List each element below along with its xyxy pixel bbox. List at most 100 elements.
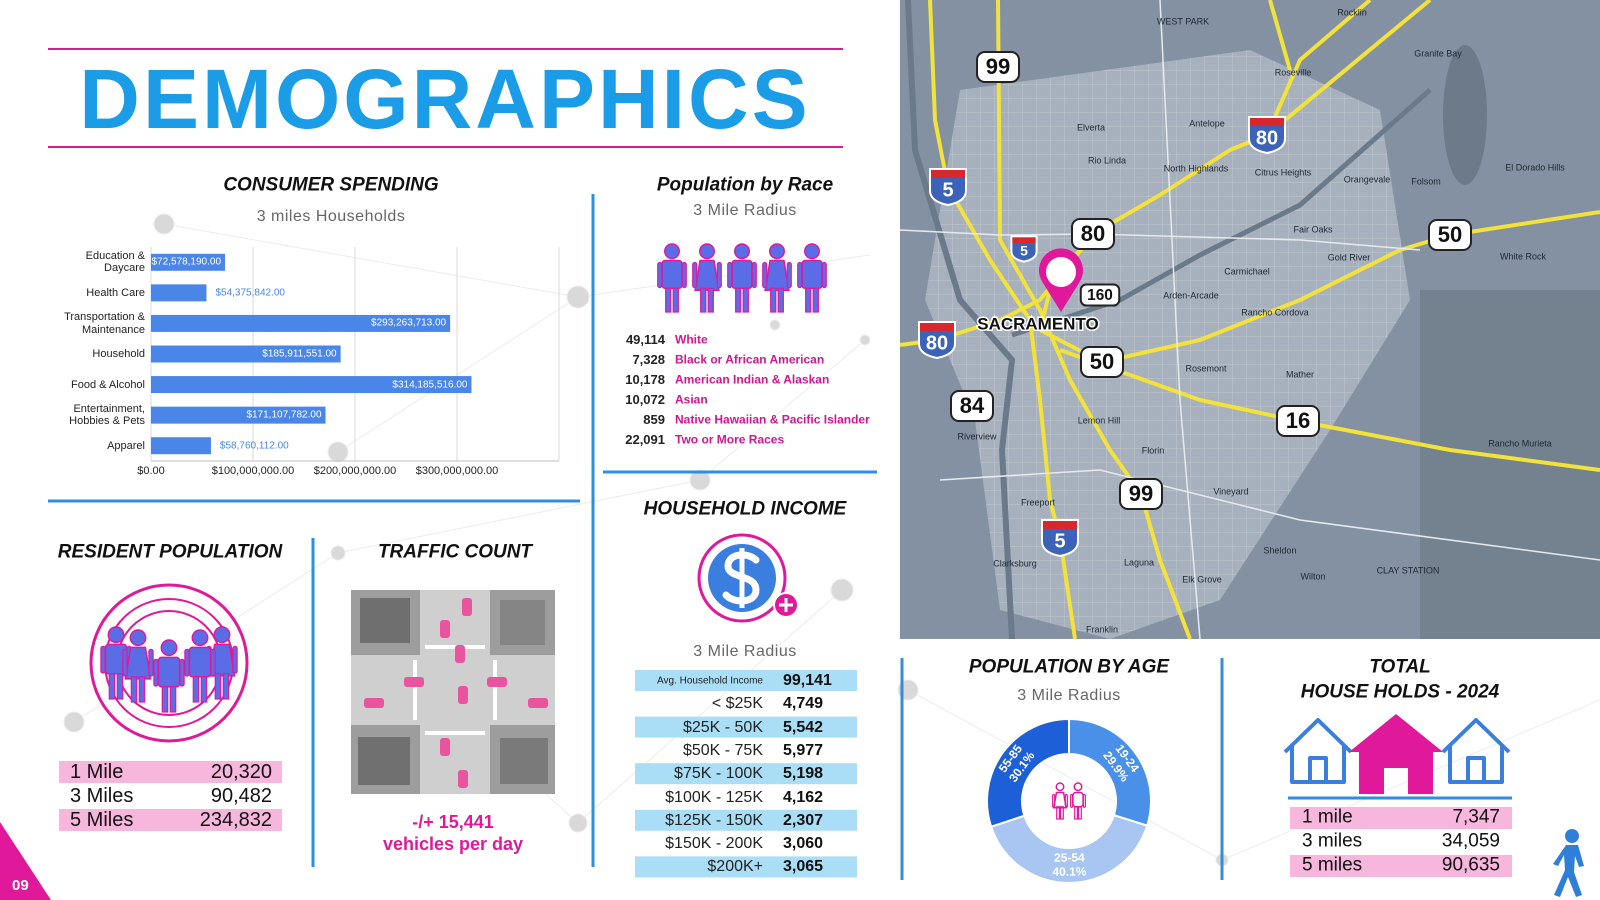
place-label: Riverview bbox=[957, 431, 997, 441]
place-label: Roseville bbox=[1275, 67, 1312, 77]
row-band bbox=[635, 763, 857, 785]
place-label: Lemon Hill bbox=[1078, 415, 1121, 425]
income-bracket: $75K - 100K bbox=[674, 765, 763, 783]
figure-head bbox=[107, 626, 125, 644]
slice-value: 40.1% bbox=[1052, 865, 1086, 879]
place-label: Rancho Cordova bbox=[1241, 307, 1309, 317]
row-band bbox=[1290, 855, 1512, 877]
figure-leg bbox=[735, 287, 742, 313]
interstate-band bbox=[1250, 118, 1284, 126]
race-label: Asian bbox=[675, 392, 708, 407]
figure-arm bbox=[762, 261, 768, 289]
income-bracket: $200K+ bbox=[707, 858, 763, 876]
bar bbox=[151, 406, 326, 424]
households-icon bbox=[1283, 714, 1511, 794]
figure-head bbox=[213, 626, 231, 644]
highway-shield bbox=[1428, 219, 1472, 251]
place-label: Franklin bbox=[1086, 624, 1118, 634]
figure-head bbox=[698, 243, 716, 260]
row-band bbox=[635, 716, 857, 738]
figure-leg bbox=[130, 676, 138, 703]
income-value: 5,542 bbox=[783, 718, 824, 736]
row-band bbox=[635, 670, 857, 691]
highway-number: 84 bbox=[960, 393, 985, 418]
city-label: SACRAMENTO bbox=[977, 314, 1099, 333]
highway-number: 99 bbox=[1129, 481, 1153, 506]
figure-leg bbox=[1074, 806, 1078, 820]
map: 99 80 5 80 50 5 160 80 50 84 16 99 5 SACRAMENTO Rockli… bbox=[900, 0, 1600, 639]
section-subtitle: 3 Mile Radius bbox=[693, 202, 797, 220]
race-label: Two or More Races bbox=[675, 432, 785, 447]
place-label: Clarksburg bbox=[993, 558, 1037, 568]
y-tick-label: Entertainment, Hobbies & Pets bbox=[69, 403, 145, 428]
bar bbox=[151, 437, 211, 455]
figure-leg bbox=[700, 287, 707, 313]
figure-leg bbox=[161, 686, 169, 713]
figure-arm bbox=[692, 261, 698, 289]
figure-leg bbox=[222, 673, 230, 700]
population-value: 234,832 bbox=[199, 809, 272, 831]
figure-body bbox=[764, 259, 790, 291]
figure-arm bbox=[786, 261, 792, 289]
race-count: 859 bbox=[643, 411, 665, 427]
figure-head bbox=[129, 629, 147, 647]
place-label: Citrus Heights bbox=[1255, 167, 1312, 177]
figure-head bbox=[1073, 782, 1083, 792]
section-title: HOUSE HOLDS - 2024 bbox=[1300, 681, 1500, 703]
income-bracket: $100K - 125K bbox=[665, 788, 763, 806]
figure-leg bbox=[192, 676, 200, 703]
row-band bbox=[59, 809, 282, 831]
place-label: Elverta bbox=[1077, 122, 1105, 132]
row-band bbox=[635, 809, 857, 831]
location-pin bbox=[1039, 248, 1083, 312]
slice-category: 25-54 bbox=[1054, 851, 1085, 865]
value-label: $54,375,842.00 bbox=[215, 287, 285, 299]
background-network bbox=[63, 213, 1600, 867]
place-label: CLAY STATION bbox=[1377, 565, 1440, 575]
place-label: White Rock bbox=[1500, 251, 1547, 261]
income-value: 3,060 bbox=[783, 835, 824, 853]
place-label: Orangevale bbox=[1344, 174, 1391, 184]
age-icon bbox=[1052, 782, 1086, 820]
highway-number: 50 bbox=[1438, 222, 1462, 247]
interstate-band bbox=[1043, 521, 1077, 529]
race-label: Native Hawaiian & Pacific Islander bbox=[675, 412, 870, 427]
income-bracket: $125K - 150K bbox=[665, 812, 763, 829]
figure-arm bbox=[153, 658, 159, 687]
place-label: Rosemont bbox=[1185, 363, 1227, 373]
figure-body bbox=[1072, 791, 1084, 808]
value-label: $293,263,713.00 bbox=[371, 317, 447, 329]
highway-number: 80 bbox=[926, 332, 948, 354]
figure-leg bbox=[1056, 806, 1060, 820]
figure-leg bbox=[138, 676, 146, 703]
x-tick-label: $100,000,000.00 bbox=[211, 464, 295, 477]
highway-number: 5 bbox=[1020, 243, 1028, 259]
place-label: Freeport bbox=[1021, 497, 1056, 507]
figure-body bbox=[661, 259, 683, 289]
income-bracket: $150K - 200K bbox=[665, 835, 763, 853]
chart-title: CONSUMER SPENDING bbox=[223, 174, 439, 196]
race-label: White bbox=[675, 332, 708, 347]
chart-title: POPULATION BY AGE bbox=[968, 656, 1170, 678]
section-title: HOUSEHOLD INCOME bbox=[643, 498, 847, 520]
figure-arm bbox=[1052, 793, 1056, 808]
figure-leg bbox=[665, 287, 672, 313]
highway-number: 50 bbox=[1090, 349, 1114, 374]
interstate-band bbox=[1012, 237, 1036, 243]
chart-subtitle: 3 Mile Radius bbox=[1017, 687, 1121, 705]
traffic-illustration bbox=[351, 590, 555, 794]
chart-subtitle: 3 miles Households bbox=[256, 208, 406, 226]
y-tick-label: Apparel bbox=[107, 439, 145, 452]
value-label: $58,760,112.00 bbox=[219, 440, 289, 452]
dividers bbox=[48, 194, 1512, 880]
bar bbox=[151, 314, 451, 332]
value-label: $72,578,190.00 bbox=[151, 256, 222, 268]
interstate-shield bbox=[1041, 519, 1079, 558]
race-count: 22,091 bbox=[625, 431, 665, 447]
income-value: 5,198 bbox=[783, 765, 824, 783]
bar bbox=[151, 345, 341, 363]
figure-arm bbox=[122, 648, 128, 677]
place-label: Fair Oaks bbox=[1293, 224, 1333, 234]
highway-number: 5 bbox=[1054, 530, 1065, 552]
